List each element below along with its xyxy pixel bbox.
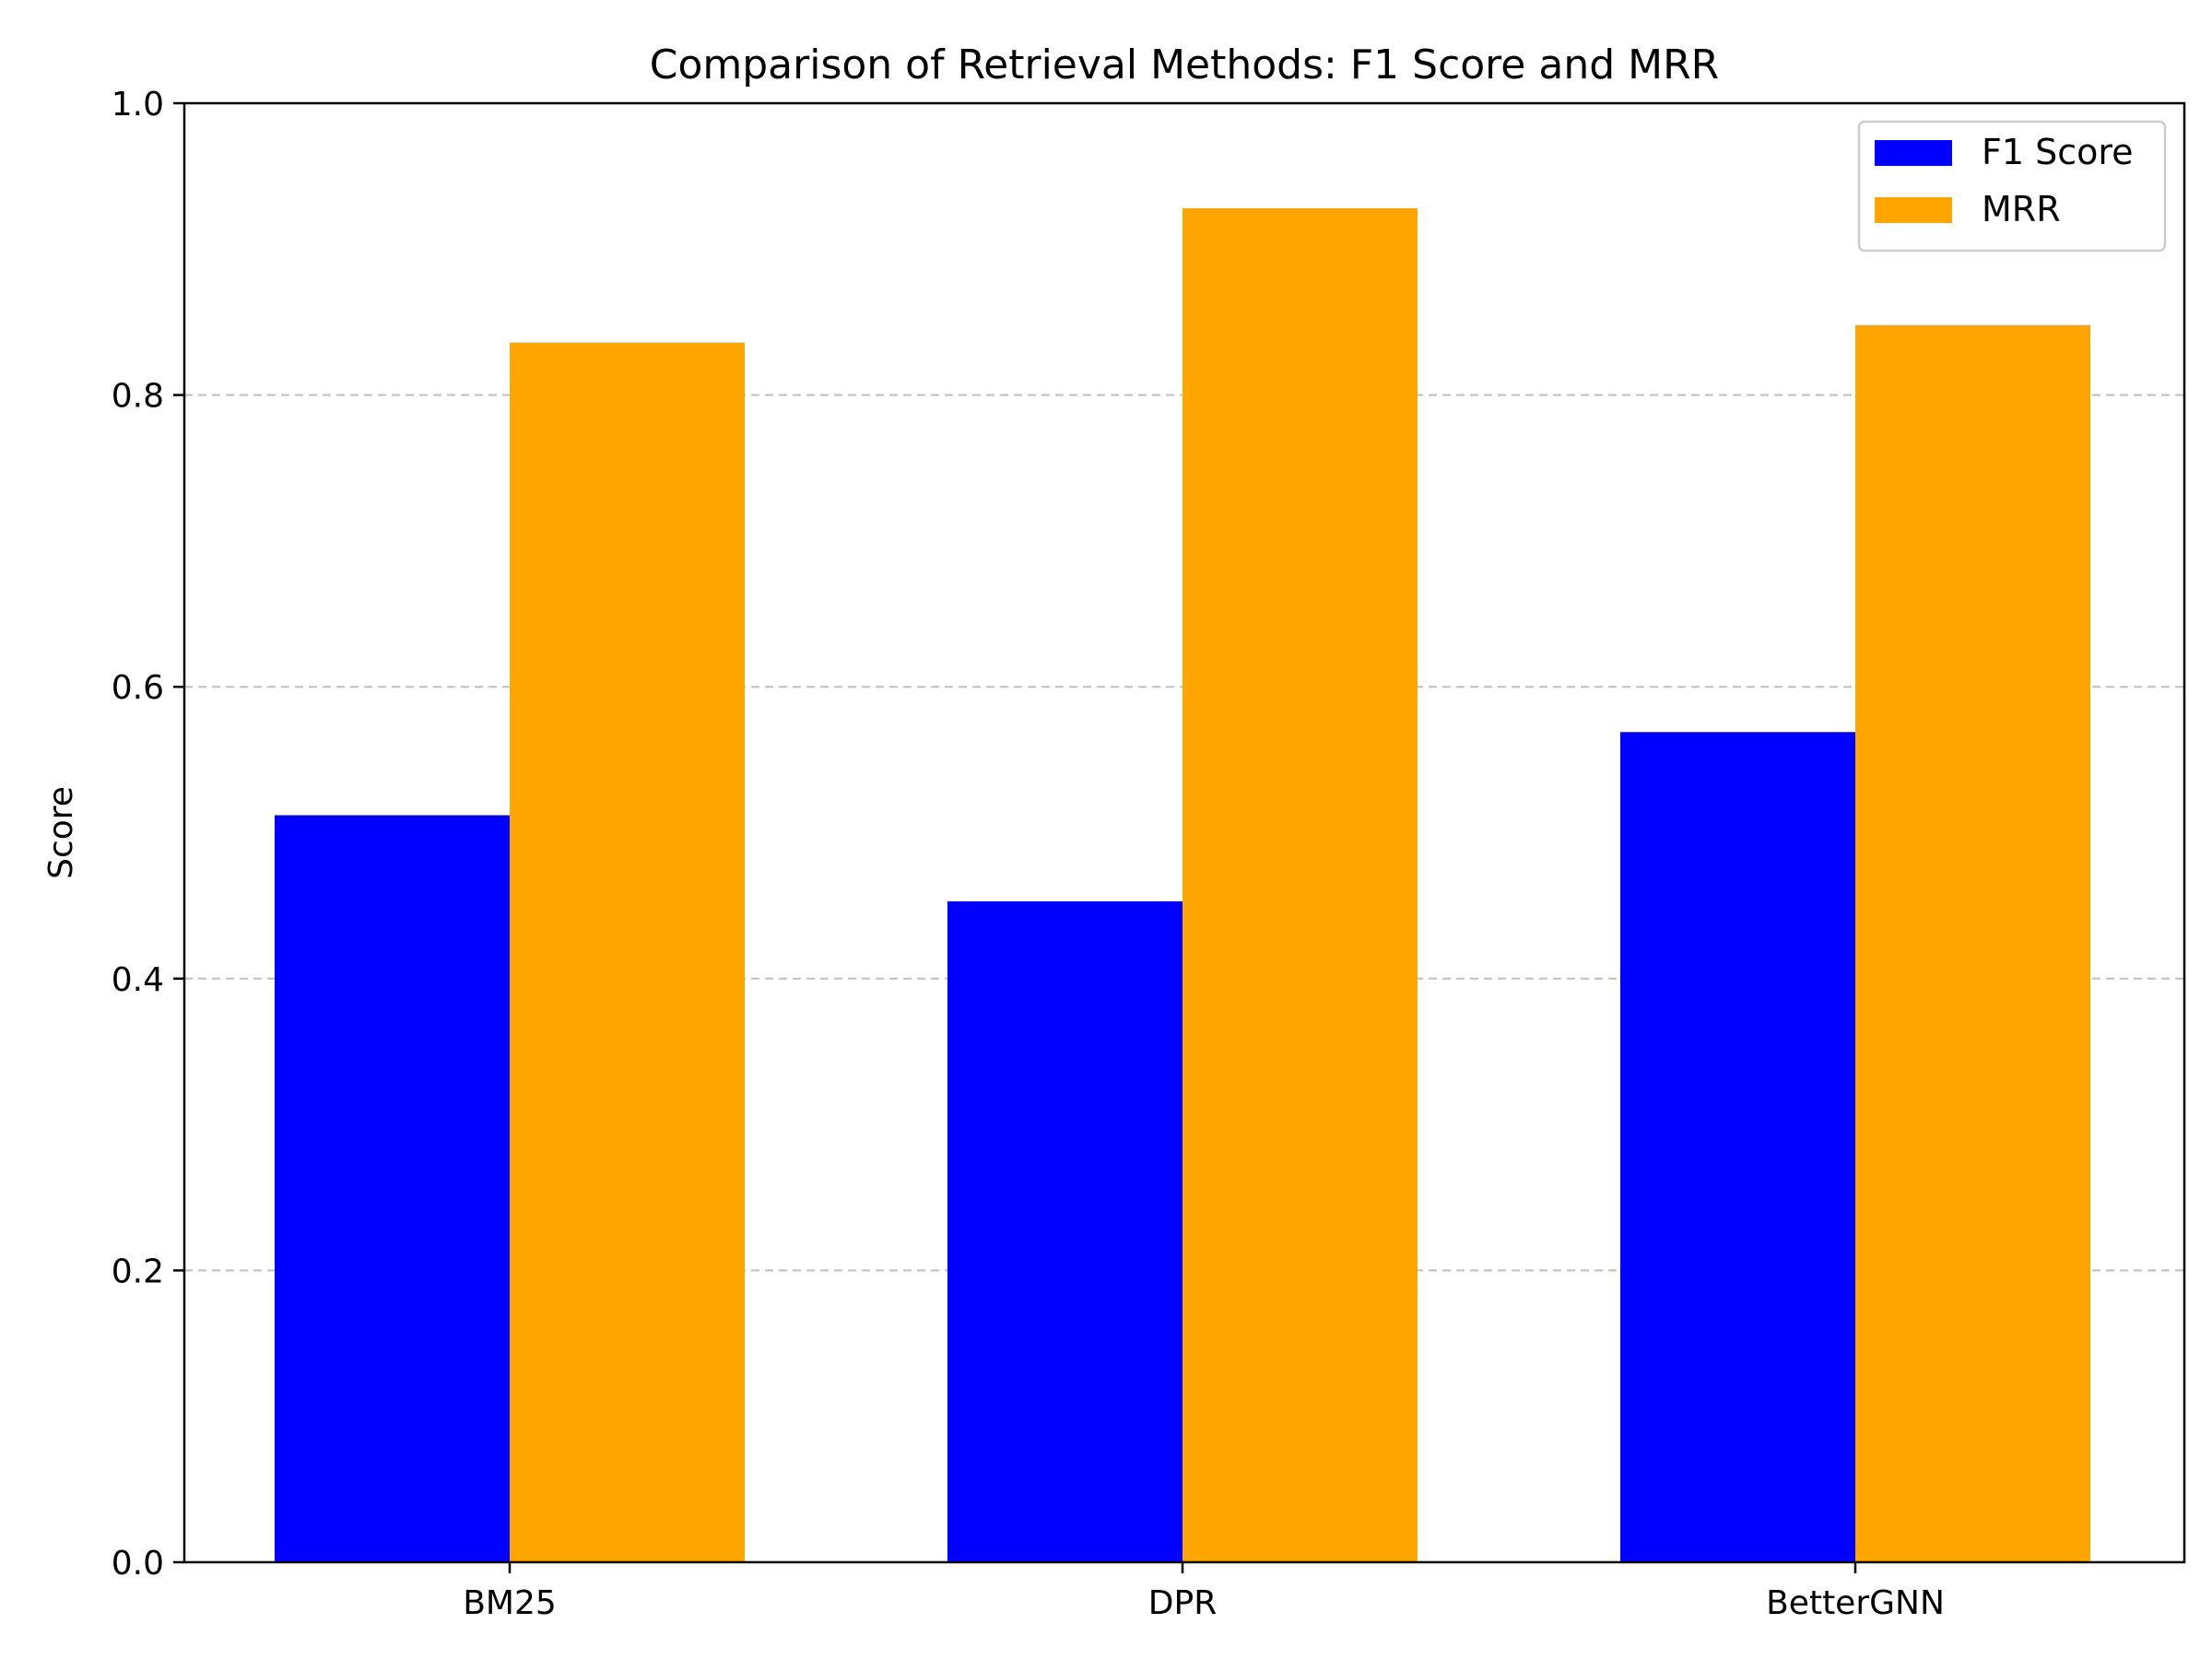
x-tick-label: BM25: [463, 1584, 557, 1622]
y-tick-label: 0.8: [112, 378, 164, 416]
y-tick-label: 0.0: [112, 1545, 164, 1583]
y-tick-label: 0.2: [112, 1253, 164, 1290]
chart-title: Comparison of Retrieval Methods: F1 Scor…: [650, 41, 1719, 88]
bars-layer: [275, 207, 2090, 1563]
bar-f1-score-dpr: [947, 900, 1182, 1562]
y-tick-label: 1.0: [112, 86, 164, 124]
legend-swatch-mrr: [1875, 197, 1952, 223]
bar-f1-score-bettergnn: [1620, 732, 1855, 1562]
bar-mrr-dpr: [1182, 207, 1418, 1563]
legend-label: MRR: [1982, 189, 2061, 229]
x-tick-label: BetterGNN: [1766, 1584, 1945, 1622]
y-tick-label: 0.6: [112, 669, 164, 707]
legend-label: F1 Score: [1982, 132, 2134, 172]
bar-mrr-bettergnn: [1855, 324, 2090, 1563]
bar-mrr-bm25: [510, 342, 745, 1562]
ticks-layer: 0.0 0.2 0.4 0.6 0.8 1.0 BM25 DPR BetterGNN: [112, 86, 1945, 1622]
x-tick-label: DPR: [1148, 1584, 1217, 1622]
bar-f1-score-bm25: [275, 815, 510, 1562]
y-axis-label: Score: [42, 786, 80, 879]
legend-swatch-f1-score: [1875, 140, 1952, 166]
legend: F1 Score MRR: [1857, 120, 2167, 253]
y-tick-label: 0.4: [112, 961, 164, 999]
plot-frame: [182, 101, 2186, 1564]
